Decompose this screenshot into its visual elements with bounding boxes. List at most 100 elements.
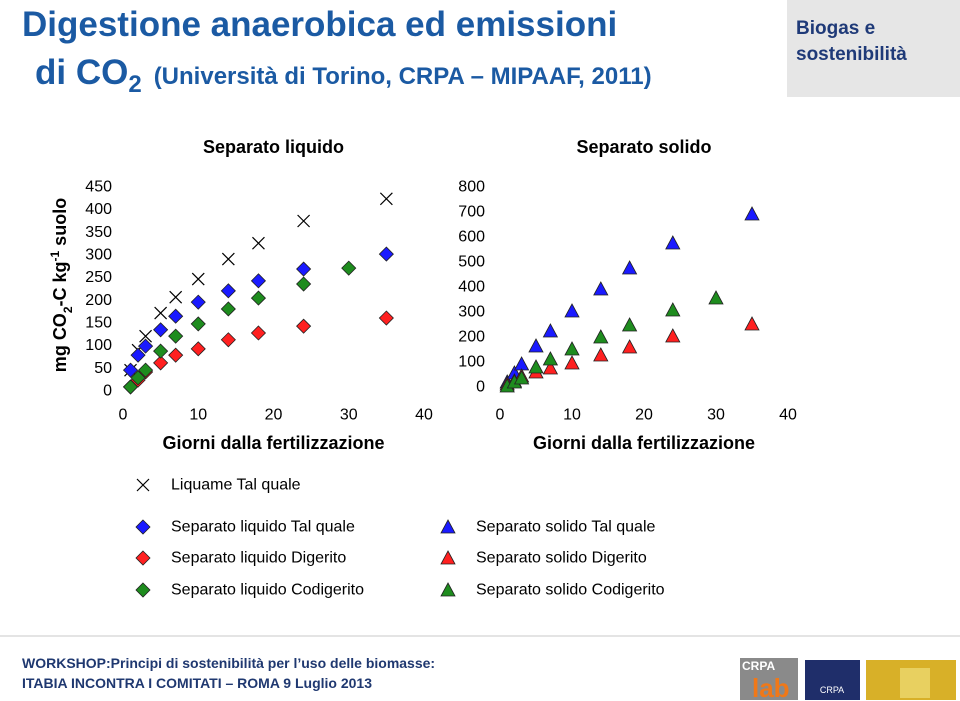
point [154, 306, 168, 320]
point [708, 290, 724, 305]
point [528, 359, 544, 374]
point [665, 302, 681, 317]
point [220, 301, 236, 317]
legend-label: Separato solido Tal quale [476, 519, 655, 536]
point [190, 341, 206, 357]
point [138, 338, 154, 354]
chart-title: Separato liquido [203, 137, 344, 157]
title-subscript: 2 [128, 71, 141, 98]
logo [740, 658, 798, 700]
y-label-part: -C kg [50, 261, 70, 306]
point [296, 261, 312, 277]
point [621, 260, 638, 275]
title: di CO2 (Università di Torino, CRPA – MIPA… [35, 53, 652, 98]
point [139, 329, 152, 343]
legend-marker [135, 582, 151, 598]
point [250, 273, 267, 289]
legend-marker [440, 582, 456, 597]
title-part: (Università di Torino, CRPA – MIPAAF, 20… [154, 63, 652, 90]
y-tick-label: 800 [458, 179, 485, 196]
legend-label: Separato liquido Codigerito [171, 582, 364, 599]
y-tick-label: 300 [458, 304, 485, 321]
y-tick-label: 450 [85, 179, 112, 196]
point [542, 351, 559, 366]
x-tick-label: 10 [189, 407, 207, 424]
chart-title: Separato solido [576, 137, 711, 157]
x-tick-label: 20 [265, 407, 283, 424]
y-tick-label: 500 [458, 254, 485, 271]
point [378, 310, 394, 326]
point [564, 355, 580, 370]
point [593, 281, 609, 296]
point [564, 303, 580, 318]
x-axis-label: Giorni dalla fertilizzazione [533, 433, 755, 453]
point [122, 379, 139, 395]
point [378, 246, 394, 262]
y-tick-label: 200 [85, 292, 112, 309]
legend-marker [136, 478, 150, 492]
x-tick-label: 20 [635, 407, 653, 424]
x-tick-label: 40 [779, 407, 797, 424]
y-label-part: suolo [50, 198, 70, 246]
point [513, 370, 530, 385]
y-label-part: 2 [61, 306, 75, 313]
point [168, 347, 184, 363]
point [665, 235, 681, 250]
point [169, 290, 183, 304]
point [513, 356, 530, 371]
point [168, 308, 184, 324]
legend-marker [440, 550, 456, 565]
y-tick-label: 0 [103, 383, 112, 400]
point [220, 283, 236, 299]
y-tick-label: 100 [85, 337, 112, 354]
legend-label: Liquame Tal quale [171, 477, 301, 494]
point [122, 362, 139, 378]
x-tick-label: 10 [563, 407, 581, 424]
point [297, 214, 311, 228]
y-axis-label: mg CO2-C kg-1 suolo [48, 198, 75, 372]
logo-text: lab [752, 673, 790, 701]
badge-text: sostenibilità [796, 44, 907, 65]
title: Digestione anaerobica ed emissioni [22, 5, 617, 44]
point [190, 316, 206, 332]
legend-label: Separato solido Digerito [476, 550, 647, 567]
footer-text: WORKSHOP:Principi di sostenibilità per l… [22, 655, 435, 671]
y-label-part: -1 [48, 250, 62, 261]
point [153, 343, 169, 359]
point [130, 347, 146, 363]
y-tick-label: 700 [458, 204, 485, 221]
point [744, 206, 760, 221]
logo [805, 660, 860, 700]
point [528, 338, 544, 353]
legend-marker [440, 519, 456, 534]
point [542, 360, 559, 375]
logo-image [900, 668, 930, 698]
x-tick-label: 40 [415, 407, 433, 424]
y-tick-label: 200 [458, 329, 485, 346]
point [168, 328, 184, 344]
point [250, 290, 267, 306]
legend-label: Separato liquido Digerito [171, 550, 346, 567]
point [220, 332, 236, 348]
y-tick-label: 50 [94, 360, 112, 377]
legend-marker [135, 519, 151, 535]
point [130, 370, 146, 386]
y-tick-label: 400 [85, 201, 112, 218]
point [296, 276, 312, 292]
x-tick-label: 30 [340, 407, 358, 424]
point [665, 328, 681, 343]
badge-text: Biogas e [796, 18, 875, 39]
y-tick-label: 400 [458, 279, 485, 296]
x-tick-label: 0 [119, 407, 128, 424]
point [296, 318, 312, 334]
point [593, 347, 609, 362]
title-part: di CO [35, 53, 128, 92]
point [153, 322, 169, 338]
point [252, 236, 265, 250]
y-tick-label: 300 [85, 247, 112, 264]
y-tick-label: 600 [458, 229, 485, 246]
point [564, 341, 580, 356]
point [153, 355, 169, 371]
logo-text: CRPA [820, 685, 844, 695]
logo-text: CRPA [742, 659, 775, 673]
